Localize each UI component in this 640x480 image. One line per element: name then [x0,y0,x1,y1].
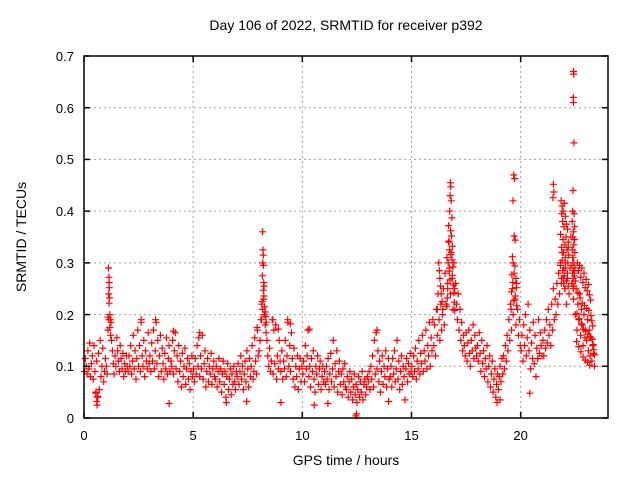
y-tick-label: 0 [66,411,74,426]
y-tick-label: 0.6 [55,100,74,116]
y-tick-label: 0.4 [55,204,74,220]
y-tick-label: 0.2 [55,307,74,323]
x-tick-label: 10 [295,428,310,443]
x-axis-label: GPS time / hours [292,452,400,468]
chart-title: Day 106 of 2022, SRMTID for receiver p39… [209,17,483,33]
x-tick-label: 15 [404,428,419,443]
y-tick-label: 0.7 [55,49,74,64]
plot-border [83,55,609,419]
x-tick-label: 0 [80,428,88,443]
y-tick-label: 0.1 [55,359,74,375]
x-tick-label: 20 [513,428,528,443]
x-tick-label: 5 [189,428,197,443]
y-tick-label: 0.5 [55,152,74,168]
y-axis-label: SRMTID / TECUs [13,181,29,293]
y-tick-label: 0.3 [55,255,74,271]
